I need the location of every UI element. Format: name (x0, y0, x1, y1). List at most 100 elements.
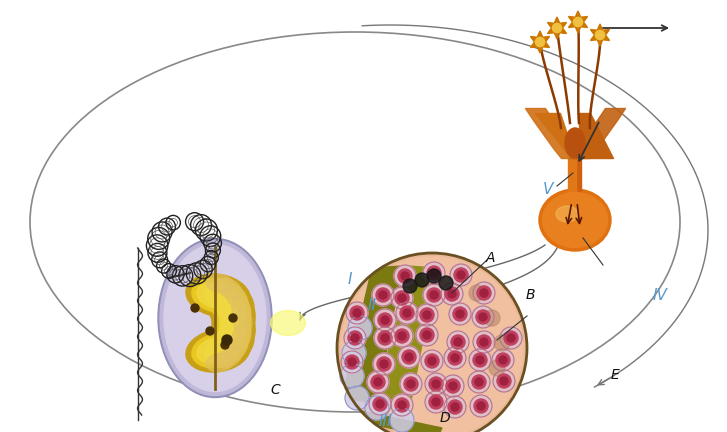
Ellipse shape (556, 206, 578, 222)
Ellipse shape (214, 288, 250, 339)
Circle shape (391, 325, 413, 347)
Circle shape (480, 338, 488, 346)
Circle shape (457, 271, 465, 279)
Circle shape (507, 334, 515, 342)
Circle shape (477, 402, 485, 410)
Ellipse shape (565, 128, 585, 158)
Circle shape (374, 327, 396, 349)
Circle shape (477, 335, 491, 349)
Circle shape (398, 269, 412, 283)
Circle shape (444, 347, 466, 369)
Circle shape (344, 327, 366, 349)
Ellipse shape (216, 296, 250, 349)
Circle shape (341, 351, 363, 373)
Circle shape (365, 396, 389, 420)
Circle shape (427, 266, 441, 280)
Circle shape (535, 38, 545, 47)
Circle shape (473, 353, 487, 367)
Circle shape (451, 354, 459, 362)
Circle shape (348, 331, 362, 345)
Ellipse shape (217, 293, 246, 334)
Circle shape (380, 360, 388, 368)
Ellipse shape (214, 307, 250, 358)
Ellipse shape (209, 282, 254, 345)
Text: A: A (485, 251, 495, 265)
Circle shape (420, 308, 434, 322)
Ellipse shape (197, 282, 239, 309)
Ellipse shape (194, 323, 254, 372)
Ellipse shape (225, 285, 248, 309)
Circle shape (448, 290, 456, 298)
Circle shape (432, 380, 440, 388)
Circle shape (373, 397, 387, 411)
Circle shape (350, 306, 364, 320)
Circle shape (470, 395, 492, 417)
Circle shape (476, 356, 484, 364)
Text: C: C (270, 383, 280, 397)
Circle shape (396, 302, 418, 324)
Circle shape (391, 394, 413, 416)
Ellipse shape (197, 337, 239, 364)
Circle shape (381, 334, 389, 342)
Ellipse shape (192, 278, 244, 313)
Circle shape (475, 378, 483, 386)
Circle shape (374, 309, 396, 331)
Circle shape (405, 353, 413, 361)
Ellipse shape (212, 323, 246, 359)
Circle shape (469, 285, 485, 301)
Text: V: V (543, 182, 553, 197)
Ellipse shape (270, 311, 305, 336)
Polygon shape (547, 17, 566, 39)
Ellipse shape (199, 327, 249, 367)
Circle shape (398, 401, 406, 409)
Ellipse shape (206, 274, 234, 293)
Circle shape (340, 364, 364, 388)
Ellipse shape (212, 286, 246, 324)
Circle shape (423, 284, 445, 306)
Polygon shape (531, 31, 550, 53)
Text: E: E (611, 368, 619, 382)
Circle shape (427, 288, 441, 302)
Circle shape (372, 284, 394, 306)
Circle shape (229, 314, 237, 322)
Ellipse shape (160, 241, 270, 396)
Circle shape (400, 373, 422, 395)
Circle shape (351, 334, 359, 342)
Circle shape (497, 374, 511, 388)
Circle shape (421, 350, 443, 372)
Circle shape (574, 17, 582, 27)
Circle shape (377, 357, 391, 371)
Circle shape (504, 331, 518, 345)
Ellipse shape (220, 302, 246, 344)
Circle shape (479, 313, 487, 321)
Circle shape (353, 309, 361, 317)
Circle shape (445, 287, 459, 301)
Circle shape (484, 310, 500, 326)
Circle shape (376, 400, 384, 408)
Circle shape (378, 331, 392, 345)
Circle shape (476, 310, 490, 324)
Circle shape (342, 341, 366, 365)
Circle shape (448, 351, 462, 365)
Circle shape (500, 327, 522, 349)
Circle shape (348, 316, 372, 340)
Circle shape (441, 283, 463, 305)
Circle shape (429, 377, 443, 391)
Circle shape (553, 23, 562, 33)
Circle shape (499, 356, 507, 364)
Circle shape (369, 393, 391, 415)
Ellipse shape (232, 323, 251, 350)
Ellipse shape (232, 296, 251, 323)
Circle shape (430, 269, 438, 277)
Circle shape (402, 350, 416, 364)
Circle shape (444, 396, 466, 418)
Ellipse shape (216, 278, 242, 299)
Circle shape (222, 335, 232, 345)
Circle shape (401, 272, 409, 280)
Text: B: B (525, 288, 535, 302)
Ellipse shape (186, 274, 250, 317)
Circle shape (371, 375, 385, 389)
Circle shape (473, 331, 495, 353)
Circle shape (376, 288, 390, 302)
Circle shape (429, 395, 443, 409)
